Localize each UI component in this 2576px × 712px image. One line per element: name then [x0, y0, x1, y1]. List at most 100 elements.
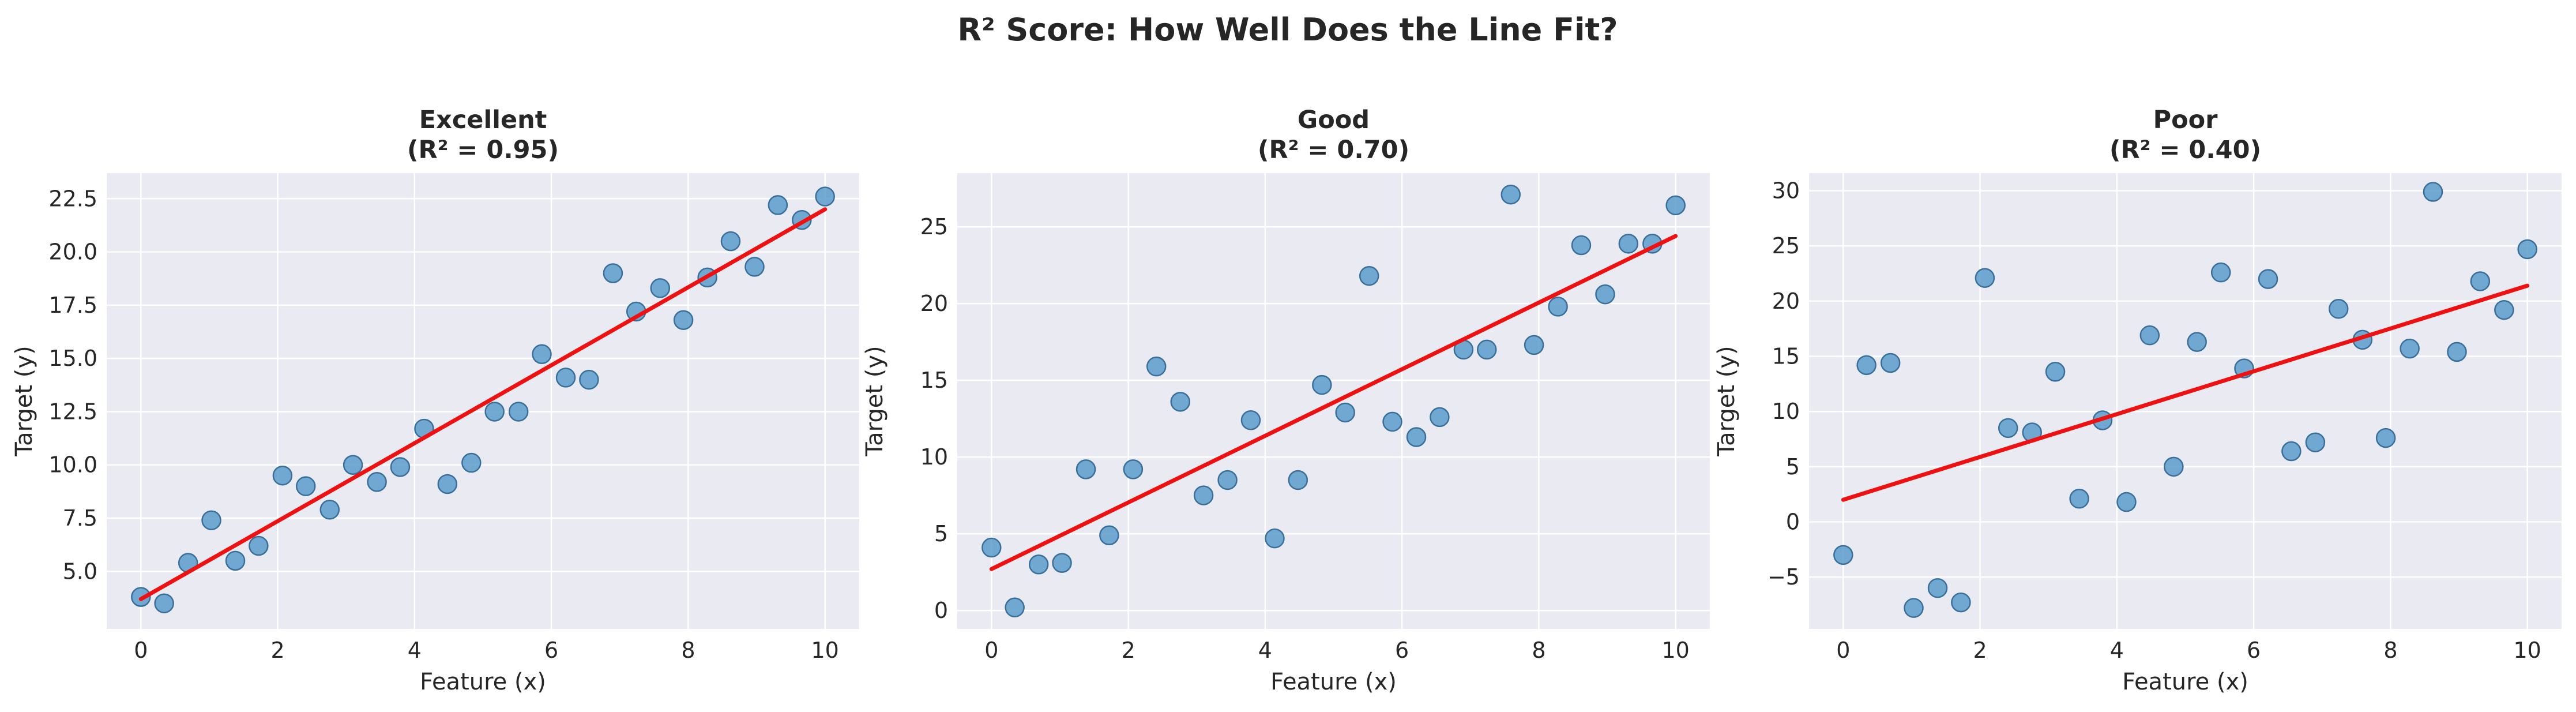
data-point: [1524, 335, 1544, 355]
data-point: [1005, 597, 1025, 618]
y-tick-label: 7.5: [63, 505, 97, 531]
data-point: [532, 344, 552, 365]
data-point: [1217, 470, 1238, 490]
data-point: [2517, 239, 2537, 260]
data-point: [673, 310, 694, 330]
x-tick-label: 4: [2110, 638, 2124, 663]
data-point: [1927, 578, 1948, 598]
data-point: [744, 257, 765, 277]
y-tick-label: 5.0: [63, 559, 97, 584]
data-point: [319, 500, 340, 520]
y-axis-label: Target (y): [11, 346, 37, 456]
y-tick-label: 20.0: [48, 239, 97, 265]
x-tick-label: 6: [1395, 638, 1409, 663]
data-point: [1430, 407, 1450, 428]
data-point: [2447, 342, 2467, 362]
x-axis-label: Feature (x): [2122, 669, 2248, 695]
data-point: [1665, 195, 1686, 216]
regression-line: [989, 234, 1678, 571]
regression-line: [1841, 283, 2530, 502]
data-point: [2494, 299, 2514, 320]
x-tick-label: 8: [1532, 638, 1545, 663]
data-point: [2210, 262, 2231, 283]
x-tick-label: 4: [1258, 638, 1272, 663]
y-tick-label: 22.5: [48, 186, 97, 211]
data-point: [225, 550, 246, 571]
data-point: [508, 402, 529, 422]
x-tick-label: 0: [134, 638, 148, 663]
data-point: [1335, 402, 1355, 423]
scatter-points: [981, 184, 1686, 618]
data-point: [1595, 284, 1615, 305]
panel-subtitle: (R² = 0.95): [407, 136, 559, 164]
data-point: [1951, 592, 1971, 613]
data-point: [2258, 269, 2278, 289]
data-point: [1146, 356, 1167, 377]
data-point: [295, 476, 316, 496]
data-point: [1476, 339, 1497, 360]
data-point: [1501, 184, 1521, 205]
data-point: [2139, 325, 2160, 346]
panel-title: Poor: [2153, 106, 2218, 134]
data-point: [981, 537, 1002, 558]
data-point: [650, 278, 671, 298]
data-point: [201, 510, 221, 530]
data-point: [2375, 428, 2396, 448]
x-tick-label: 0: [984, 638, 998, 663]
data-point: [437, 474, 458, 494]
data-point: [1548, 297, 1568, 317]
panel-good: Good (R² = 0.70) Feature (x) Target (y) …: [862, 106, 1710, 695]
data-point: [2423, 182, 2443, 202]
gridlines: [107, 173, 859, 629]
y-axis-label: Target (y): [1713, 346, 1740, 456]
panel-subtitle: (R² = 0.70): [1258, 136, 1409, 164]
y-tick-label: 10.0: [48, 452, 97, 478]
y-tick-label: 20: [1772, 288, 1800, 314]
data-point: [1406, 427, 1427, 447]
data-point: [1265, 528, 1285, 549]
data-point: [2187, 332, 2207, 352]
data-point: [1028, 554, 1049, 575]
regression-line: [138, 207, 828, 601]
y-tick-label: 20: [920, 291, 948, 316]
plot-area: [107, 173, 859, 629]
panel-poor: Poor (R² = 0.40) Feature (x) Target (y) …: [1713, 106, 2562, 695]
data-point: [1833, 545, 1853, 565]
data-point: [2281, 441, 2302, 462]
data-point: [1123, 459, 1144, 479]
data-point: [1099, 525, 1119, 545]
data-point: [390, 457, 411, 477]
y-tick-label: 15: [920, 368, 948, 393]
data-point: [249, 535, 269, 556]
data-point: [1193, 485, 1214, 505]
x-tick-label: 10: [811, 638, 839, 663]
x-axis-label: Feature (x): [1270, 669, 1397, 695]
data-point: [2470, 271, 2491, 291]
data-point: [579, 369, 599, 390]
data-point: [272, 465, 293, 486]
data-point: [1359, 265, 1379, 286]
data-point: [1571, 235, 1592, 256]
gridlines: [1809, 173, 2562, 629]
x-tick-label: 0: [1836, 638, 1850, 663]
data-point: [1052, 553, 1072, 573]
data-point: [1170, 392, 1191, 412]
data-point: [1998, 418, 2018, 439]
scatter-points: [1833, 182, 2537, 618]
data-point: [367, 472, 387, 492]
y-tick-label: 12.5: [48, 399, 97, 424]
x-tick-label: 8: [681, 638, 695, 663]
data-point: [1904, 598, 1924, 618]
y-tick-label: 30: [1772, 178, 1800, 204]
data-point: [2069, 489, 2089, 509]
data-point: [1240, 410, 1261, 430]
panel-subtitle: (R² = 0.40): [2109, 136, 2261, 164]
data-point: [2164, 456, 2184, 477]
y-tick-label: 0: [934, 598, 948, 623]
x-tick-label: 10: [2514, 638, 2541, 663]
data-point: [1975, 268, 1995, 288]
figure-title: R² Score: How Well Does the Line Fit?: [957, 12, 1618, 48]
data-point: [1288, 470, 1308, 490]
panel-title: Excellent: [419, 106, 547, 134]
